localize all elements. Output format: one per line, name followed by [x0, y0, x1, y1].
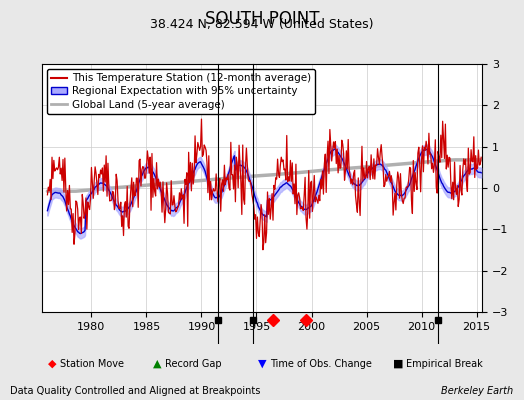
Text: 38.424 N, 82.594 W (United States): 38.424 N, 82.594 W (United States): [150, 18, 374, 31]
Text: Record Gap: Record Gap: [165, 359, 222, 369]
Text: Empirical Break: Empirical Break: [406, 359, 483, 369]
Text: Berkeley Earth: Berkeley Earth: [441, 386, 514, 396]
Text: ▼: ▼: [258, 359, 266, 369]
Text: Time of Obs. Change: Time of Obs. Change: [270, 359, 372, 369]
Text: ■: ■: [393, 359, 403, 369]
Text: Data Quality Controlled and Aligned at Breakpoints: Data Quality Controlled and Aligned at B…: [10, 386, 261, 396]
Legend: This Temperature Station (12-month average), Regional Expectation with 95% uncer: This Temperature Station (12-month avera…: [47, 69, 315, 114]
Text: ◆: ◆: [48, 359, 57, 369]
Text: Station Move: Station Move: [60, 359, 124, 369]
Text: ▲: ▲: [153, 359, 161, 369]
Text: SOUTH POINT: SOUTH POINT: [205, 10, 319, 28]
